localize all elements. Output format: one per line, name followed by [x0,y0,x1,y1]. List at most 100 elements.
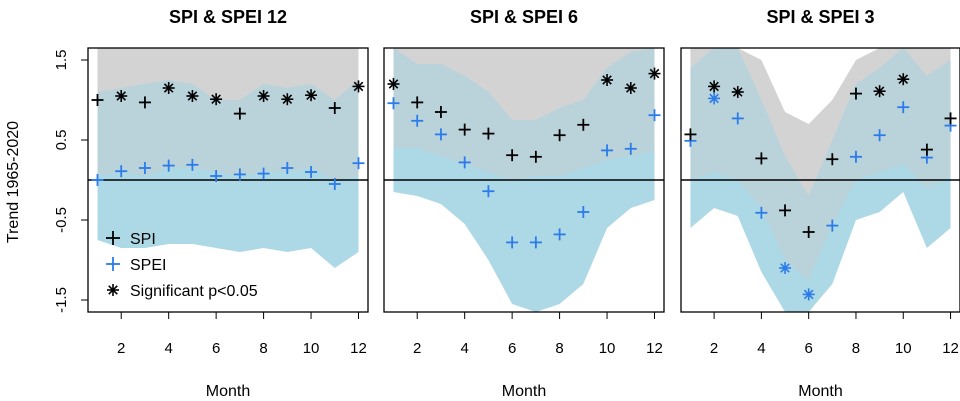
x-axis-label: Month [798,383,842,400]
x-tick-label: 10 [303,340,320,357]
x-axis-label: Month [206,383,250,400]
x-tick-label: 4 [757,340,765,357]
spi-point [897,73,910,86]
spi-point [138,96,151,109]
panel-frame [383,47,665,313]
legend-label: SPI [130,231,156,248]
x-tick-label: 8 [555,340,563,357]
x-tick-label: 12 [646,340,663,357]
spi-point [684,128,697,141]
spi-point [755,152,768,165]
legend-label: Significant p<0.05 [130,283,258,300]
spei-point [305,166,318,178]
x-tick-label: 6 [212,340,220,357]
spi-point [873,85,886,98]
spi-point [826,153,839,166]
spi-point [352,80,365,93]
spei-point [624,142,637,155]
x-tick-label: 2 [710,340,718,357]
band-overlap [393,48,655,180]
spi-point [601,74,614,86]
spi-point [328,102,341,114]
legend: SPI SPEI Significant p<0.05 [106,231,258,300]
x-tick-label: 6 [805,340,813,357]
x-tick-label: 4 [461,340,469,357]
spei-point [553,228,566,241]
spei-point [826,219,839,232]
spei-point [755,206,768,219]
panel-title: SPI & SPEI 12 [169,7,287,27]
spi-point [529,150,542,163]
legend-symbol [106,231,120,245]
panel-frame [87,47,369,313]
panel-title: SPI & SPEI 6 [470,7,578,27]
panel-frame [680,47,960,313]
spei-point [779,262,792,274]
panel-title: SPI & SPEI 3 [766,7,874,27]
spei-point [257,167,270,180]
x-axis-label: Month [502,383,546,400]
spi-point [506,149,519,162]
spei-point [162,159,175,172]
y-tick-label: -0.5 [53,207,70,233]
spei-point [352,157,365,170]
spei-point [482,185,495,198]
legend-symbol [106,257,120,271]
plot-area [681,48,960,312]
spei-point [577,206,590,218]
spei-point [328,178,341,190]
spei-point [115,165,128,178]
spei-point [897,101,910,114]
x-tick-label: 12 [942,340,959,357]
spei-point [648,109,661,122]
spi-point [553,129,566,142]
y-tick-label: 1.5 [53,50,70,71]
panel-1: SPI & SPEI 12 2 4 6 8 10 12 Month 1.5 0.5 -0.5 -1.5… [53,7,369,400]
spi-point [257,90,270,102]
plot-area [88,48,368,268]
x-tick-label: 2 [413,340,421,357]
spi-point [210,93,223,106]
spi-point [944,112,957,125]
spi-point [387,78,400,90]
x-tick-label: 2 [117,340,125,357]
spei-point [802,288,815,301]
spi-point [802,226,815,238]
spei-point [91,174,104,186]
spi-point [779,204,792,217]
y-tick-label: -1.5 [53,287,70,313]
spi-point [281,93,294,106]
spi-point [91,94,104,106]
spei-point [411,114,424,127]
panel-3: SPI & SPEI 3 2 4 6 8 10 12 Month [680,7,960,400]
spi-point [411,96,424,109]
spi-point [115,90,128,102]
spi-point [648,67,661,80]
spi-point [305,89,318,102]
x-tick-label: 4 [165,340,173,357]
spi-point [482,127,495,140]
spei-point [731,112,744,125]
band-overlap [690,48,951,280]
spi-point [624,82,637,94]
x-tick-label: 12 [350,340,367,357]
y-axis-label: Trend 1965-2020 [5,121,22,243]
spei-point [873,129,886,142]
spei-point [708,92,721,105]
panel-2: SPI & SPEI 6 2 4 6 8 10 12 Month [383,7,665,400]
spei-point [387,97,400,110]
x-tick-label: 8 [259,340,267,357]
x-tick-label: 8 [852,340,860,357]
spi-point [162,82,175,94]
legend-symbol [107,284,119,296]
spei-point [849,150,862,163]
band-overlap [97,80,359,180]
spi-point [186,90,199,102]
x-tick-label: 6 [508,340,516,357]
spei-point [601,144,614,157]
spi-point [577,118,590,131]
spi-point [458,123,471,136]
spi-point [233,107,246,120]
spei-point [138,162,151,174]
